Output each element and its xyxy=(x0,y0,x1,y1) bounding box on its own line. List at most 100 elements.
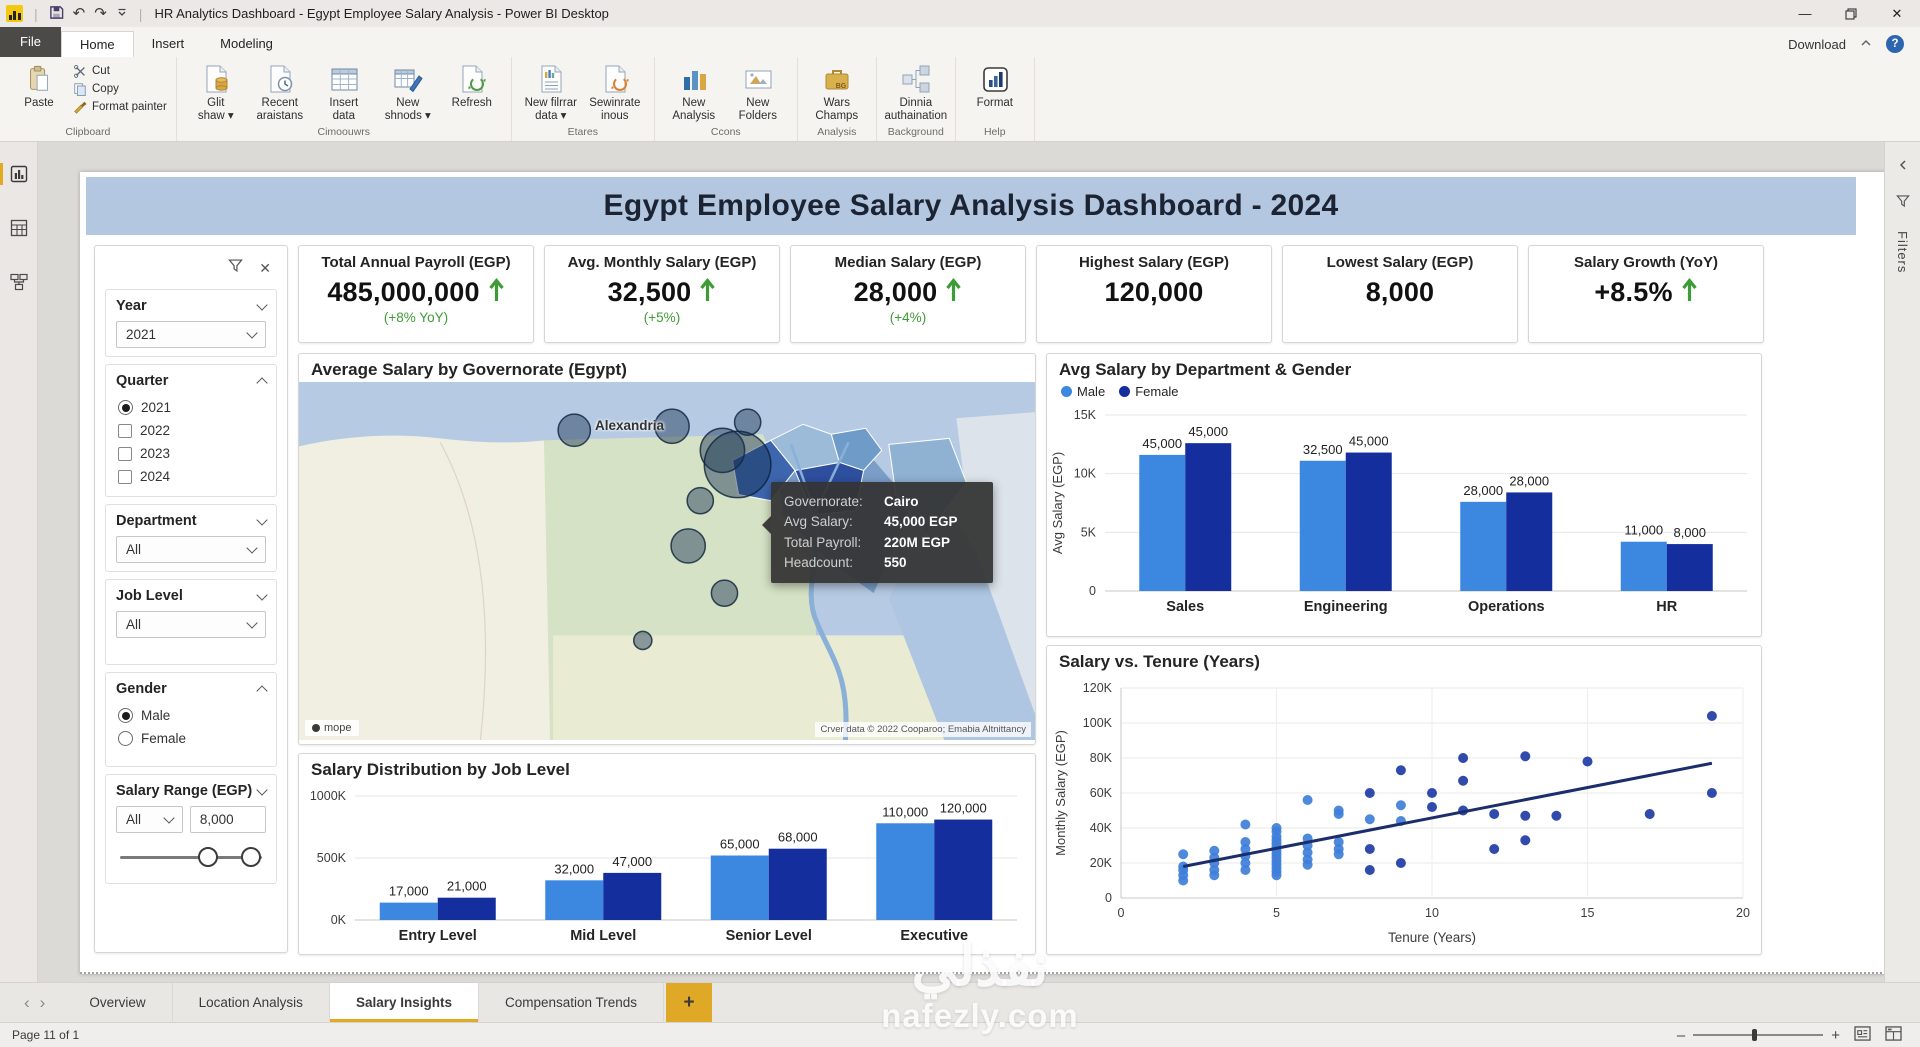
map-area[interactable]: Alexandria Governorate: Cairo Avg Salary: 4… xyxy=(299,382,1035,742)
map-bubble-4[interactable] xyxy=(699,427,746,474)
scatter-point-dark[interactable] xyxy=(1427,788,1437,798)
scatter-point-light[interactable] xyxy=(1333,837,1344,847)
kpi-card-salary-growth-yoy[interactable]: Salary Growth (YoY) +8.5% xyxy=(1528,245,1764,343)
chevron-left-icon[interactable] xyxy=(1898,158,1908,176)
map-bubble-8[interactable] xyxy=(710,579,739,608)
chevron-down-icon[interactable] xyxy=(256,783,268,796)
scatter-point-dark[interactable] xyxy=(1364,788,1375,798)
undo-icon[interactable]: ↶ xyxy=(72,5,86,22)
new-page-button[interactable]: + xyxy=(666,983,713,1022)
zoom-slider[interactable] xyxy=(1693,1029,1824,1041)
map-bubble-2[interactable] xyxy=(654,408,690,445)
dinnia-authaination-button[interactable]: Dinnia authaination xyxy=(884,61,947,122)
slider-handle-2[interactable] xyxy=(240,847,261,867)
bar-sales-female[interactable] xyxy=(1185,443,1232,591)
tab-modeling[interactable]: Modeling xyxy=(220,36,273,51)
scatter-point-light[interactable] xyxy=(1209,865,1220,875)
layout-view-icon[interactable] xyxy=(1885,1026,1902,1044)
scatter-point-light[interactable] xyxy=(1271,823,1282,833)
chevron-up-icon[interactable] xyxy=(256,377,268,389)
legend-item-female[interactable]: Female xyxy=(1119,384,1179,399)
collapse-ribbon-icon[interactable] xyxy=(1860,35,1872,53)
filters-pane-label[interactable]: Filters xyxy=(1895,231,1910,274)
year-dropdown[interactable]: 2021 xyxy=(116,321,266,348)
minimize-icon[interactable]: — xyxy=(1798,6,1812,21)
scatter-point-dark[interactable] xyxy=(1427,802,1437,812)
scatter-point-dark[interactable] xyxy=(1364,865,1375,875)
tab-home[interactable]: Home xyxy=(60,31,134,57)
wars-champs-button[interactable]: BG Wars Champs xyxy=(807,61,867,122)
job-level-plot[interactable]: 0K 500K 1000K 17,000 21,000 Entry Level 32,000… xyxy=(299,782,1035,954)
new-shnods-button[interactable]: New shnods ▾ xyxy=(378,61,438,122)
scatter-point-light[interactable] xyxy=(1240,819,1251,830)
new-folders-button[interactable]: New Folders xyxy=(728,61,788,122)
scatter-point-dark[interactable] xyxy=(1644,809,1655,819)
option-male[interactable]: Male xyxy=(116,704,266,727)
refresh-button[interactable]: Refresh xyxy=(442,61,502,110)
scatter-point-light[interactable] xyxy=(1240,858,1251,868)
bar-entry-level-upper[interactable] xyxy=(437,897,496,920)
kpi-card-median-salary-egp[interactable]: Median Salary (EGP) 28,000 (+4%) xyxy=(790,245,1026,343)
scatter-point-light[interactable] xyxy=(1240,865,1251,875)
bar-entry-level-lower[interactable] xyxy=(379,902,438,920)
scatter-point-dark[interactable] xyxy=(1551,810,1562,821)
next-page-icon[interactable]: › xyxy=(39,992,46,1012)
filter-section-header[interactable]: Quarter xyxy=(116,373,268,396)
help-icon[interactable]: ? xyxy=(1886,35,1904,53)
format-button[interactable]: Format xyxy=(965,61,1025,110)
sheet-tab-salary-insights[interactable]: Salary Insights xyxy=(329,983,479,1022)
scatter-point-dark[interactable] xyxy=(1489,809,1500,819)
scatter-point-light[interactable] xyxy=(1302,847,1313,858)
kpi-card-total-annual-payroll-egp[interactable]: Total Annual Payroll (EGP) 485,000,000 (+8… xyxy=(298,245,534,343)
range-value-input[interactable]: 8,000 xyxy=(189,806,266,833)
kpi-card-highest-salary-egp[interactable]: Highest Salary (EGP) 120,000 xyxy=(1036,245,1272,343)
copy-button[interactable]: Copy xyxy=(73,82,167,96)
zoom-in-icon[interactable]: + xyxy=(1831,1026,1840,1044)
tab-insert[interactable]: Insert xyxy=(151,36,185,51)
map-visual[interactable]: Average Salary by Governorate (Egypt) xyxy=(298,353,1036,745)
model-view-icon[interactable] xyxy=(4,268,34,296)
map-bubble-9[interactable] xyxy=(632,630,653,651)
job-level-dropdown[interactable]: All xyxy=(116,611,266,638)
filter-section-header[interactable]: Department xyxy=(116,513,268,536)
checkbox-icon[interactable] xyxy=(118,469,132,484)
radio-icon[interactable] xyxy=(118,400,133,415)
scatter-point-light[interactable] xyxy=(1395,800,1406,811)
dept-gender-plot[interactable]: 0 5K 10K 15K Avg Salary (EGP) 45,000 45,000 Sal… xyxy=(1047,399,1761,623)
kpi-card-lowest-salary-egp[interactable]: Lowest Salary (EGP) 8,000 xyxy=(1282,245,1518,343)
job-level-chart[interactable]: Salary Distribution by Job Level 0K 500K 1… xyxy=(298,753,1036,955)
scatter-point-light[interactable] xyxy=(1302,854,1313,865)
slider-track[interactable] xyxy=(120,856,262,859)
radio-icon[interactable] xyxy=(118,708,133,723)
recent-araistans-button[interactable]: Recent araistans xyxy=(250,61,310,122)
bar-mid-level-upper[interactable] xyxy=(603,872,662,920)
chevron-down-icon[interactable] xyxy=(256,588,268,601)
legend-item-male[interactable]: Male xyxy=(1061,384,1105,399)
scatter-point-dark[interactable] xyxy=(1520,835,1531,846)
chevron-down-icon[interactable] xyxy=(256,513,268,526)
scatter-point-light[interactable] xyxy=(1240,844,1251,854)
redo-icon[interactable]: ↷ xyxy=(94,5,107,22)
close-icon[interactable]: ✕ xyxy=(1891,5,1903,21)
scatter-point-dark[interactable] xyxy=(1489,844,1500,854)
bar-hr-female[interactable] xyxy=(1666,544,1713,591)
scatter-point-dark[interactable] xyxy=(1706,711,1717,721)
scatter-point-dark[interactable] xyxy=(1458,775,1469,786)
department-dropdown[interactable]: All xyxy=(116,536,266,563)
filter-section-header[interactable]: Job Level xyxy=(116,588,268,611)
report-view-icon[interactable] xyxy=(0,160,34,188)
salary-tenure-scatter[interactable]: Salary vs. Tenure (Years) 0 20K 40K 60K 80K 1… xyxy=(1046,645,1762,955)
option-2021[interactable]: 2021 xyxy=(116,396,266,419)
funnel-icon[interactable] xyxy=(228,258,244,278)
scatter-point-light[interactable] xyxy=(1302,795,1313,805)
insert-data-button[interactable]: Insert data xyxy=(314,61,374,122)
bar-engineering-male[interactable] xyxy=(1299,460,1346,591)
scatter-point-dark[interactable] xyxy=(1364,844,1375,854)
bar-senior-level-lower[interactable] xyxy=(710,855,769,920)
paste-button[interactable]: Paste xyxy=(9,61,69,110)
new-analysis-button[interactable]: New Analysis xyxy=(664,61,724,122)
scatter-point-light[interactable] xyxy=(1240,837,1251,847)
cut-button[interactable]: Cut xyxy=(73,64,167,78)
kpi-card-avg-monthly-salary-egp[interactable]: Avg. Monthly Salary (EGP) 32,500 (+5%) xyxy=(544,245,780,343)
scatter-point-dark[interactable] xyxy=(1395,858,1406,868)
